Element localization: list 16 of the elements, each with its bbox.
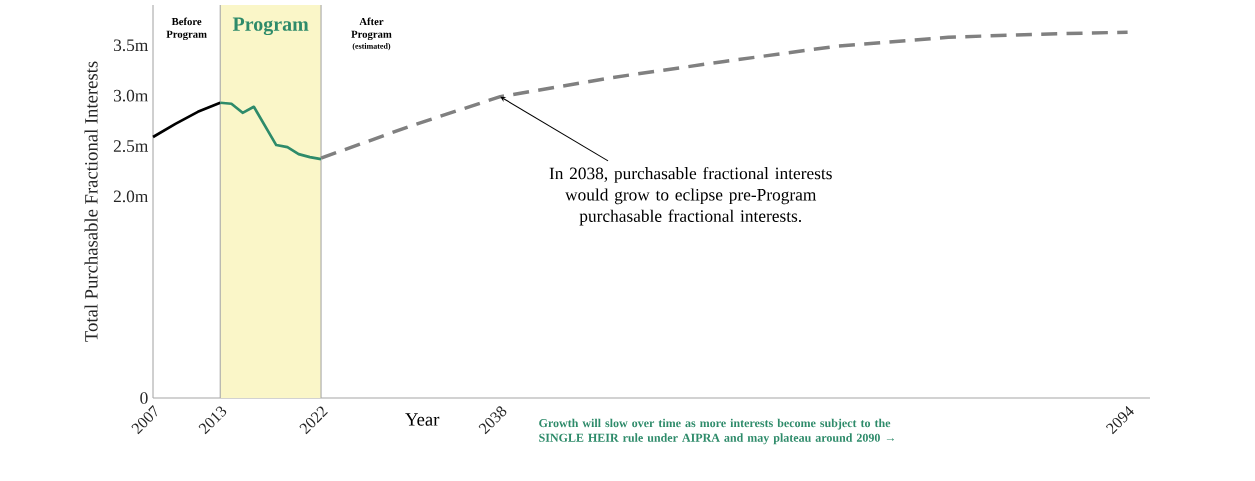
line-series xyxy=(319,30,1130,160)
line-series xyxy=(218,101,323,161)
band-label: Program xyxy=(232,17,309,36)
y-tick-label: 3.5m xyxy=(113,39,149,52)
annotation: Before Program xyxy=(166,17,207,41)
annotation: (estimated) xyxy=(352,43,391,51)
line-series xyxy=(151,101,222,139)
text: Growth will slow over time as more interests become subject to the SINGLE HEIR rule under AIPRA and may plateau around 2090 → xyxy=(539,418,894,445)
y-tick-label: 3.0m xyxy=(113,89,149,102)
x-axis-title: Year xyxy=(405,413,440,426)
y-tick-label: 0 xyxy=(140,392,148,404)
y-tick-label: 2.0m xyxy=(113,190,149,203)
y-axis-title: Total Purchasable Fractional Interests xyxy=(84,61,98,342)
annotation: After Program xyxy=(351,17,392,41)
y-tick-label: 2.5m xyxy=(113,140,149,152)
annotation: In 2038, purchasable fractional interests would grow to eclipse pre-Program purchasable fractional interests. xyxy=(549,166,832,226)
